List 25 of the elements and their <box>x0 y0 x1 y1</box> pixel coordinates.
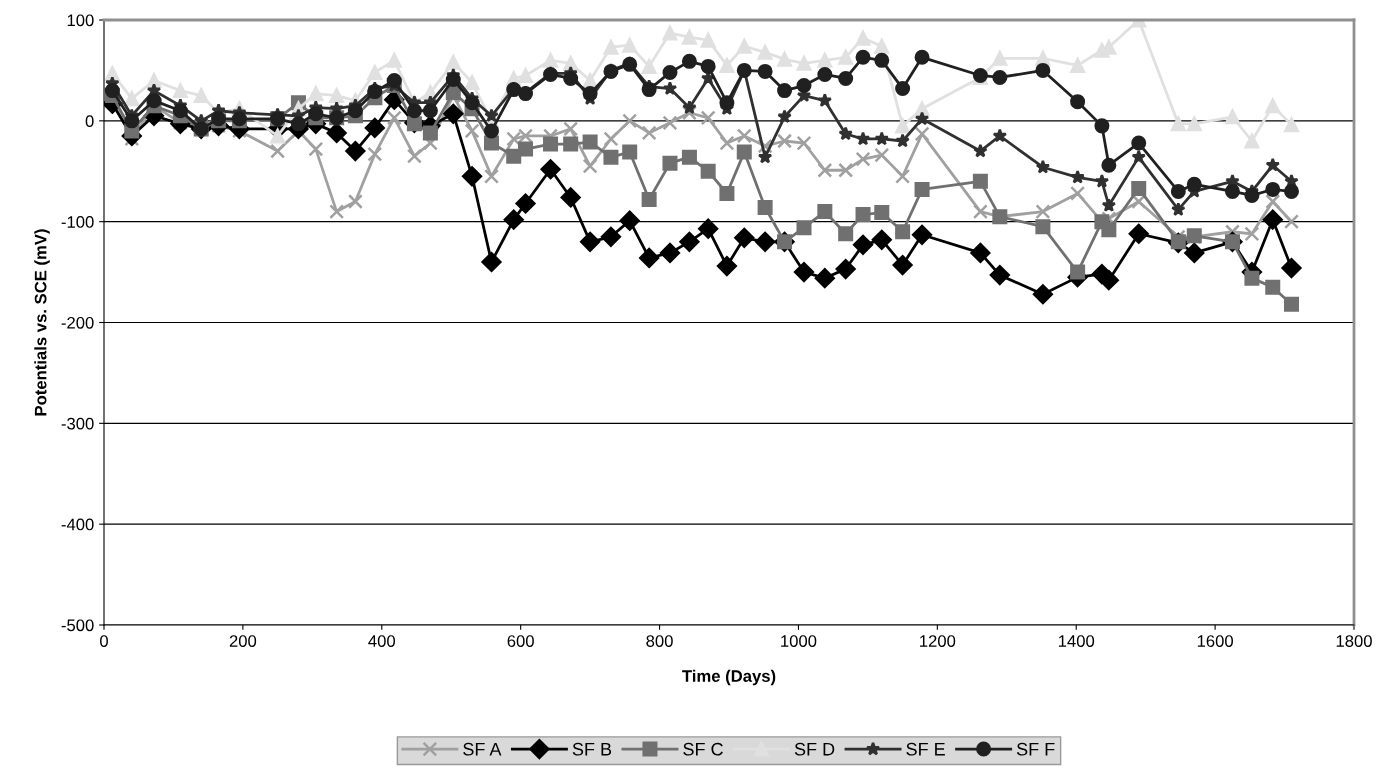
x-tick-label: 800 <box>646 635 673 647</box>
y-axis-title: Potentials vs. SCE (mV) <box>34 229 50 416</box>
y-tick-label: -100 <box>61 216 94 228</box>
x-tick-label: 1600 <box>1197 635 1233 647</box>
x-tick-label: 400 <box>368 635 396 647</box>
y-tick-label: 100 <box>67 14 94 27</box>
x-tick-label: 1000 <box>781 635 817 647</box>
y-tick-label: 0 <box>85 115 94 128</box>
y-tick-label: -400 <box>61 518 94 531</box>
legend-label: SF C <box>683 742 723 756</box>
x-tick-label: 600 <box>507 635 534 647</box>
x-tick-label: 0 <box>100 635 108 647</box>
legend-label: SF A <box>463 742 502 756</box>
legend-label: SF E <box>906 742 945 756</box>
x-tick-label: 200 <box>229 635 257 647</box>
y-tick-label: -500 <box>61 619 94 632</box>
legend-label: SF D <box>794 742 835 756</box>
y-tick-label: -200 <box>61 316 94 329</box>
legend-label: SF B <box>572 742 612 756</box>
y-tick-label: -300 <box>61 417 94 430</box>
legend-label: SF F <box>1016 742 1055 756</box>
x-tick-label: 1200 <box>920 635 956 647</box>
x-axis-title: Time (Days) <box>682 669 776 686</box>
x-tick-label: 1800 <box>1336 635 1372 647</box>
x-tick-label: 1400 <box>1058 635 1095 647</box>
